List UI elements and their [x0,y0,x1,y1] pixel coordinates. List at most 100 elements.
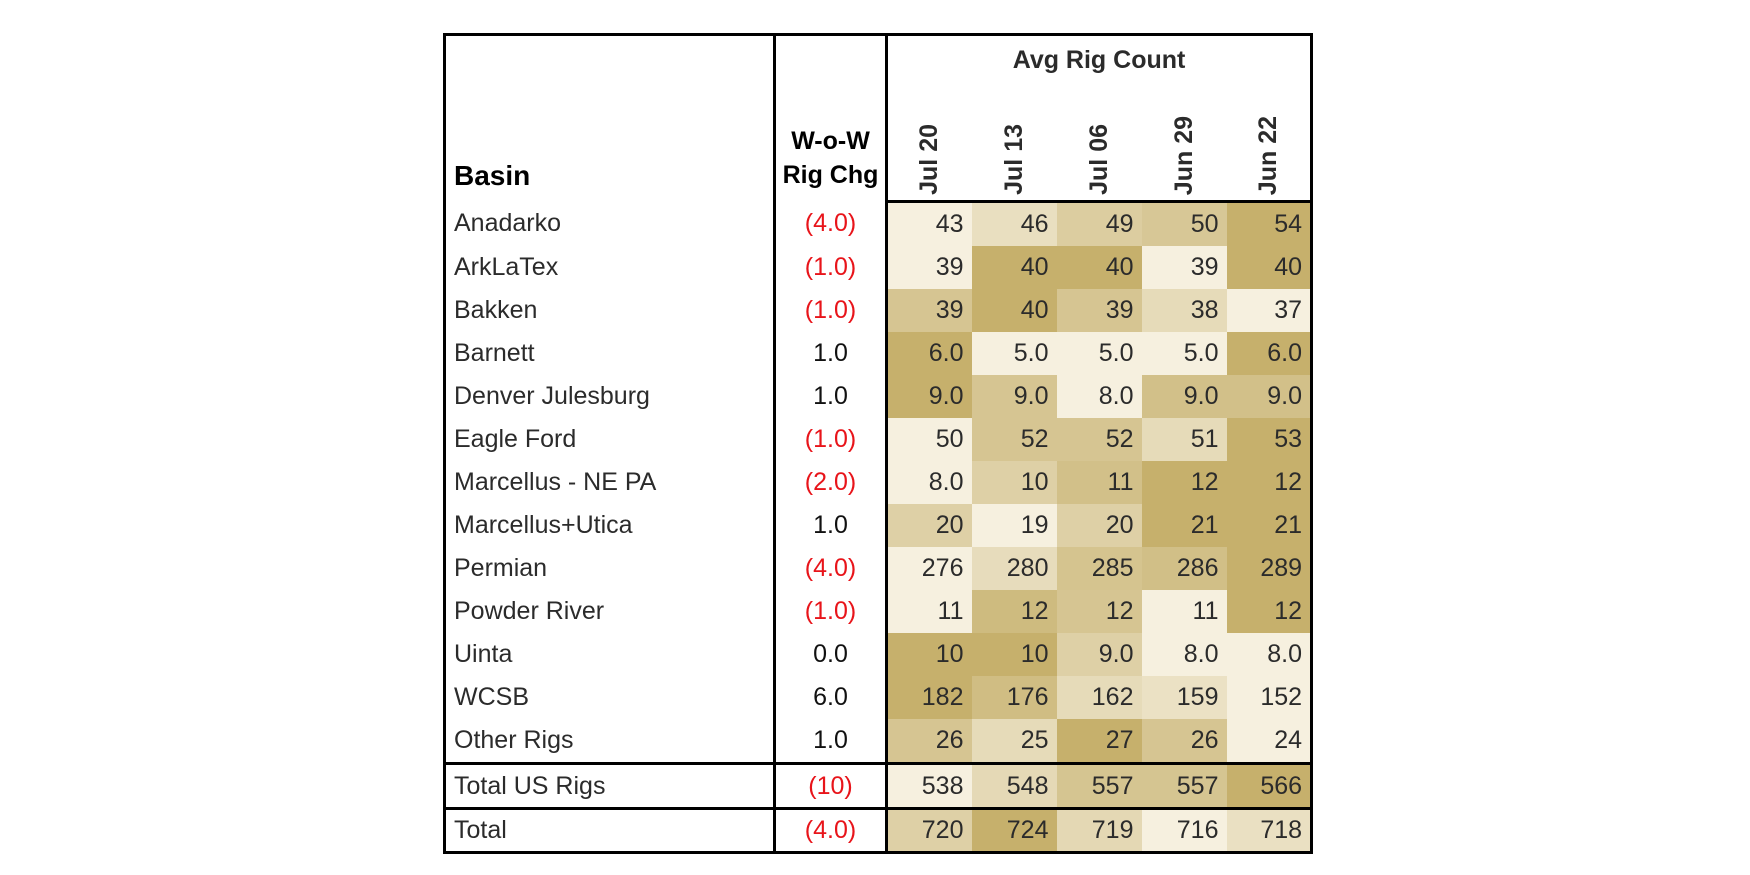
rig-count-cell: 26 [1141,719,1227,764]
rig-count-cell: 289 [1226,547,1312,590]
rig-count-cell: 9.0 [886,375,972,418]
rig-count-cell: 176 [971,676,1057,719]
basin-name: Bakken [444,289,776,332]
rig-count-cell: 21 [1226,504,1312,547]
rig-count-cell: 52 [971,418,1057,461]
table-row: Denver Julesburg 1.0 9.0 9.0 8.0 9.0 9.0 [444,375,1312,418]
table-row: Marcellus - NE PA (2.0) 8.0 10 11 12 12 [444,461,1312,504]
date-header: Jun 29 [1141,84,1227,203]
rig-count-cell: 182 [886,676,972,719]
basin-name: Barnett [444,332,776,375]
change-header: W-o-W Rig Chg [774,34,888,202]
rig-change-value: (4.0) [774,807,888,853]
rig-count-cell: 12 [1226,461,1312,504]
rig-count-cell: 9.0 [1226,375,1312,418]
rig-count-cell: 8.0 [1141,633,1227,676]
rig-count-cell: 40 [1226,246,1312,289]
rig-table-body: Anadarko (4.0) 43 46 49 50 54 ArkLaTex (1.0) 39 40… [444,201,1312,853]
table-row: Bakken (1.0) 39 40 39 38 37 [444,289,1312,332]
rig-count-cell: 27 [1056,719,1142,764]
basin-name: Marcellus - NE PA [444,461,776,504]
rig-count-cell: 538 [886,762,972,809]
date-header: Jul 13 [971,84,1057,203]
rig-change-value: (10) [774,762,888,809]
rig-count-cell: 557 [1141,762,1227,809]
rig-count-cell: 12 [971,590,1057,633]
rig-count-cell: 5.0 [1141,332,1227,375]
total-us-row: Total US Rigs (10) 538 548 557 557 566 [444,762,1312,809]
rig-change-value: 1.0 [774,375,888,418]
change-header-line2: Rig Chg [782,160,879,189]
rig-count-cell: 39 [1056,289,1142,332]
change-header-line1: W-o-W [791,126,870,155]
rig-change-value: 1.0 [774,719,888,764]
date-label: Jul 06 [1084,124,1113,195]
rig-count-cell: 719 [1056,807,1142,853]
rig-count-cell: 6.0 [886,332,972,375]
rig-count-cell: 9.0 [1056,633,1142,676]
date-label: Jul 20 [915,124,944,195]
date-header: Jul 20 [886,84,972,203]
table-row: Permian (4.0) 276 280 285 286 289 [444,547,1312,590]
rig-count-cell: 280 [971,547,1057,590]
rig-count-cell: 566 [1226,762,1312,809]
rig-count-cell: 25 [971,719,1057,764]
table-row: Uinta 0.0 10 10 9.0 8.0 8.0 [444,633,1312,676]
rig-count-cell: 716 [1141,807,1227,853]
rig-count-cell: 12 [1226,590,1312,633]
rig-count-cell: 276 [886,547,972,590]
rig-count-cell: 720 [886,807,972,853]
rig-change-value: (1.0) [774,246,888,289]
rig-count-table: Basin W-o-W Rig Chg Avg Rig Count Jul 20… [443,33,1314,854]
rig-count-cell: 12 [1056,590,1142,633]
rig-count-cell: 159 [1141,676,1227,719]
rig-count-cell: 286 [1141,547,1227,590]
rig-count-cell: 8.0 [886,461,972,504]
total-row: Total (4.0) 720 724 719 716 718 [444,807,1312,853]
basin-name: Powder River [444,590,776,633]
table-row: Barnett 1.0 6.0 5.0 5.0 5.0 6.0 [444,332,1312,375]
rig-count-cell: 9.0 [1141,375,1227,418]
table-row: Anadarko (4.0) 43 46 49 50 54 [444,201,1312,246]
table-row: Eagle Ford (1.0) 50 52 52 51 53 [444,418,1312,461]
table-row: ArkLaTex (1.0) 39 40 40 39 40 [444,246,1312,289]
table-row: Other Rigs 1.0 26 25 27 26 24 [444,719,1312,764]
rig-count-cell: 26 [886,719,972,764]
rig-change-value: (4.0) [774,201,888,246]
basin-name: Anadarko [444,201,776,246]
rig-count-cell: 52 [1056,418,1142,461]
rig-count-cell: 51 [1141,418,1227,461]
date-label: Jul 13 [999,124,1028,195]
rig-count-cell: 19 [971,504,1057,547]
rig-count-cell: 53 [1226,418,1312,461]
rig-count-cell: 43 [886,201,972,246]
date-label: Jun 29 [1169,115,1198,195]
rig-change-value: 6.0 [774,676,888,719]
rig-count-cell: 10 [886,633,972,676]
rig-count-cell: 37 [1226,289,1312,332]
basin-name: Permian [444,547,776,590]
avg-rig-count-header: Avg Rig Count [1012,45,1186,74]
basin-name: Other Rigs [444,719,776,764]
date-header: Jul 06 [1056,84,1142,203]
rig-count-cell: 12 [1141,461,1227,504]
rig-count-cell: 24 [1226,719,1312,764]
rig-count-cell: 21 [1141,504,1227,547]
rig-count-cell: 40 [1056,246,1142,289]
rig-count-cell: 285 [1056,547,1142,590]
rig-count-cell: 724 [971,807,1057,853]
rig-count-cell: 54 [1226,201,1312,246]
rig-count-cell: 10 [971,633,1057,676]
table-row: WCSB 6.0 182 176 162 159 152 [444,676,1312,719]
rig-count-cell: 46 [971,201,1057,246]
rig-change-value: (1.0) [774,289,888,332]
basin-name: Total US Rigs [444,762,776,809]
rig-change-value: (2.0) [774,461,888,504]
rig-count-cell: 8.0 [1056,375,1142,418]
basin-name: Eagle Ford [444,418,776,461]
basin-name: ArkLaTex [444,246,776,289]
rig-change-value: 1.0 [774,332,888,375]
header-row-top: Basin W-o-W Rig Chg Avg Rig Count [444,34,1312,202]
basin-name: WCSB [444,676,776,719]
rig-count-cell: 548 [971,762,1057,809]
